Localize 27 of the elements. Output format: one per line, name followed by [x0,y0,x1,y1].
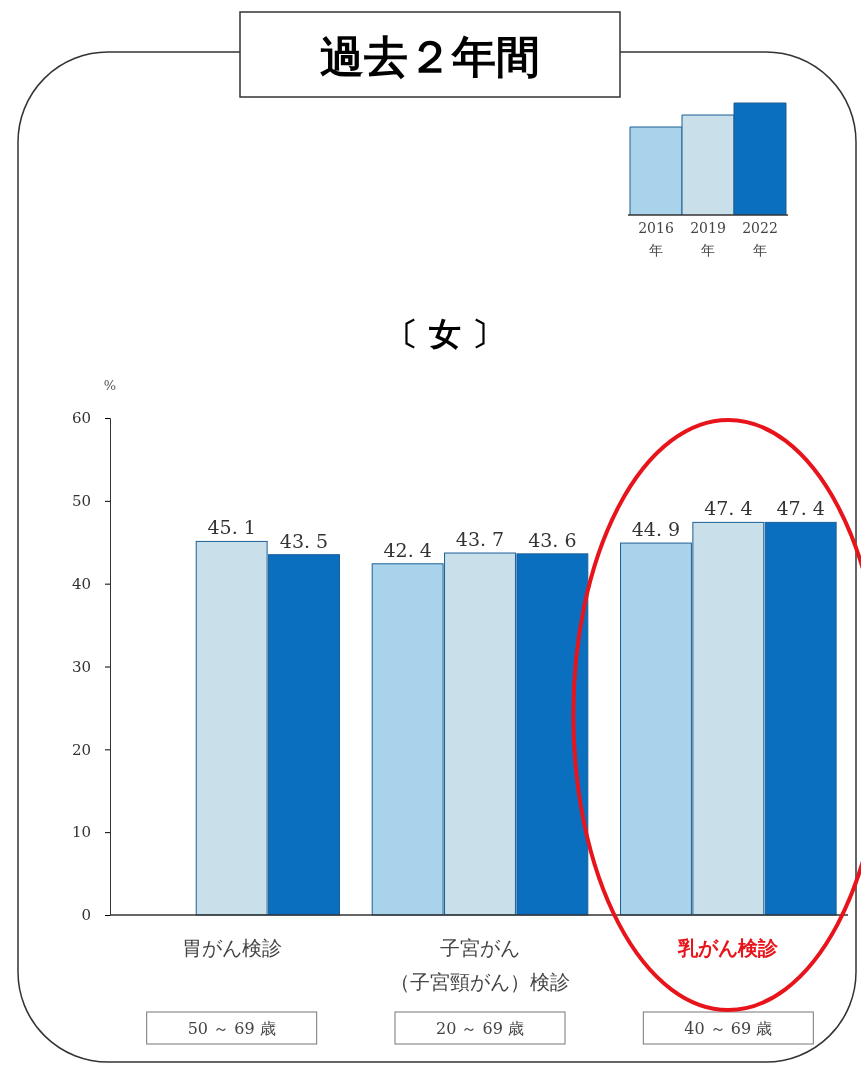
data-label: 47. 4 [776,497,825,520]
data-label: 43. 7 [455,528,505,551]
y-tick-label: 50 [71,492,91,511]
data-label: 42. 4 [383,538,432,561]
x-tick-label: 乳がん検診 [677,936,780,960]
x-tick-label: 胃がん検診 [181,936,282,960]
y-tick-label: 60 [71,409,91,428]
x-tick-label: 子宮がん（子宮頸がん）検診 [390,936,570,994]
legend-label: 2022年 [742,220,778,258]
chart-title: 過去２年間 [320,31,540,82]
text: 40 ～ 69 歳 [684,1019,773,1038]
legend-label: 2019年 [690,220,726,258]
data-label: 47. 4 [704,497,753,520]
data-label: 45. 1 [207,516,256,539]
y-tick-label: 20 [71,740,91,759]
text: 20 ～ 69 歳 [436,1019,524,1038]
legend-label: 2016年 [638,220,674,258]
y-tick-label: 30 [71,657,91,676]
chart-subtitle: 〔 女 〕 [385,315,505,353]
text: 50 ～ 69 歳 [187,1019,276,1038]
data-label: 44. 9 [631,518,681,541]
y-tick-label: 10 [71,823,91,842]
data-label: 43. 6 [528,528,577,551]
y-tick-label: 0 [81,906,91,925]
y-axis-title: % [103,378,117,393]
data-label: 43. 5 [279,529,329,552]
y-tick-label: 40 [71,574,91,593]
